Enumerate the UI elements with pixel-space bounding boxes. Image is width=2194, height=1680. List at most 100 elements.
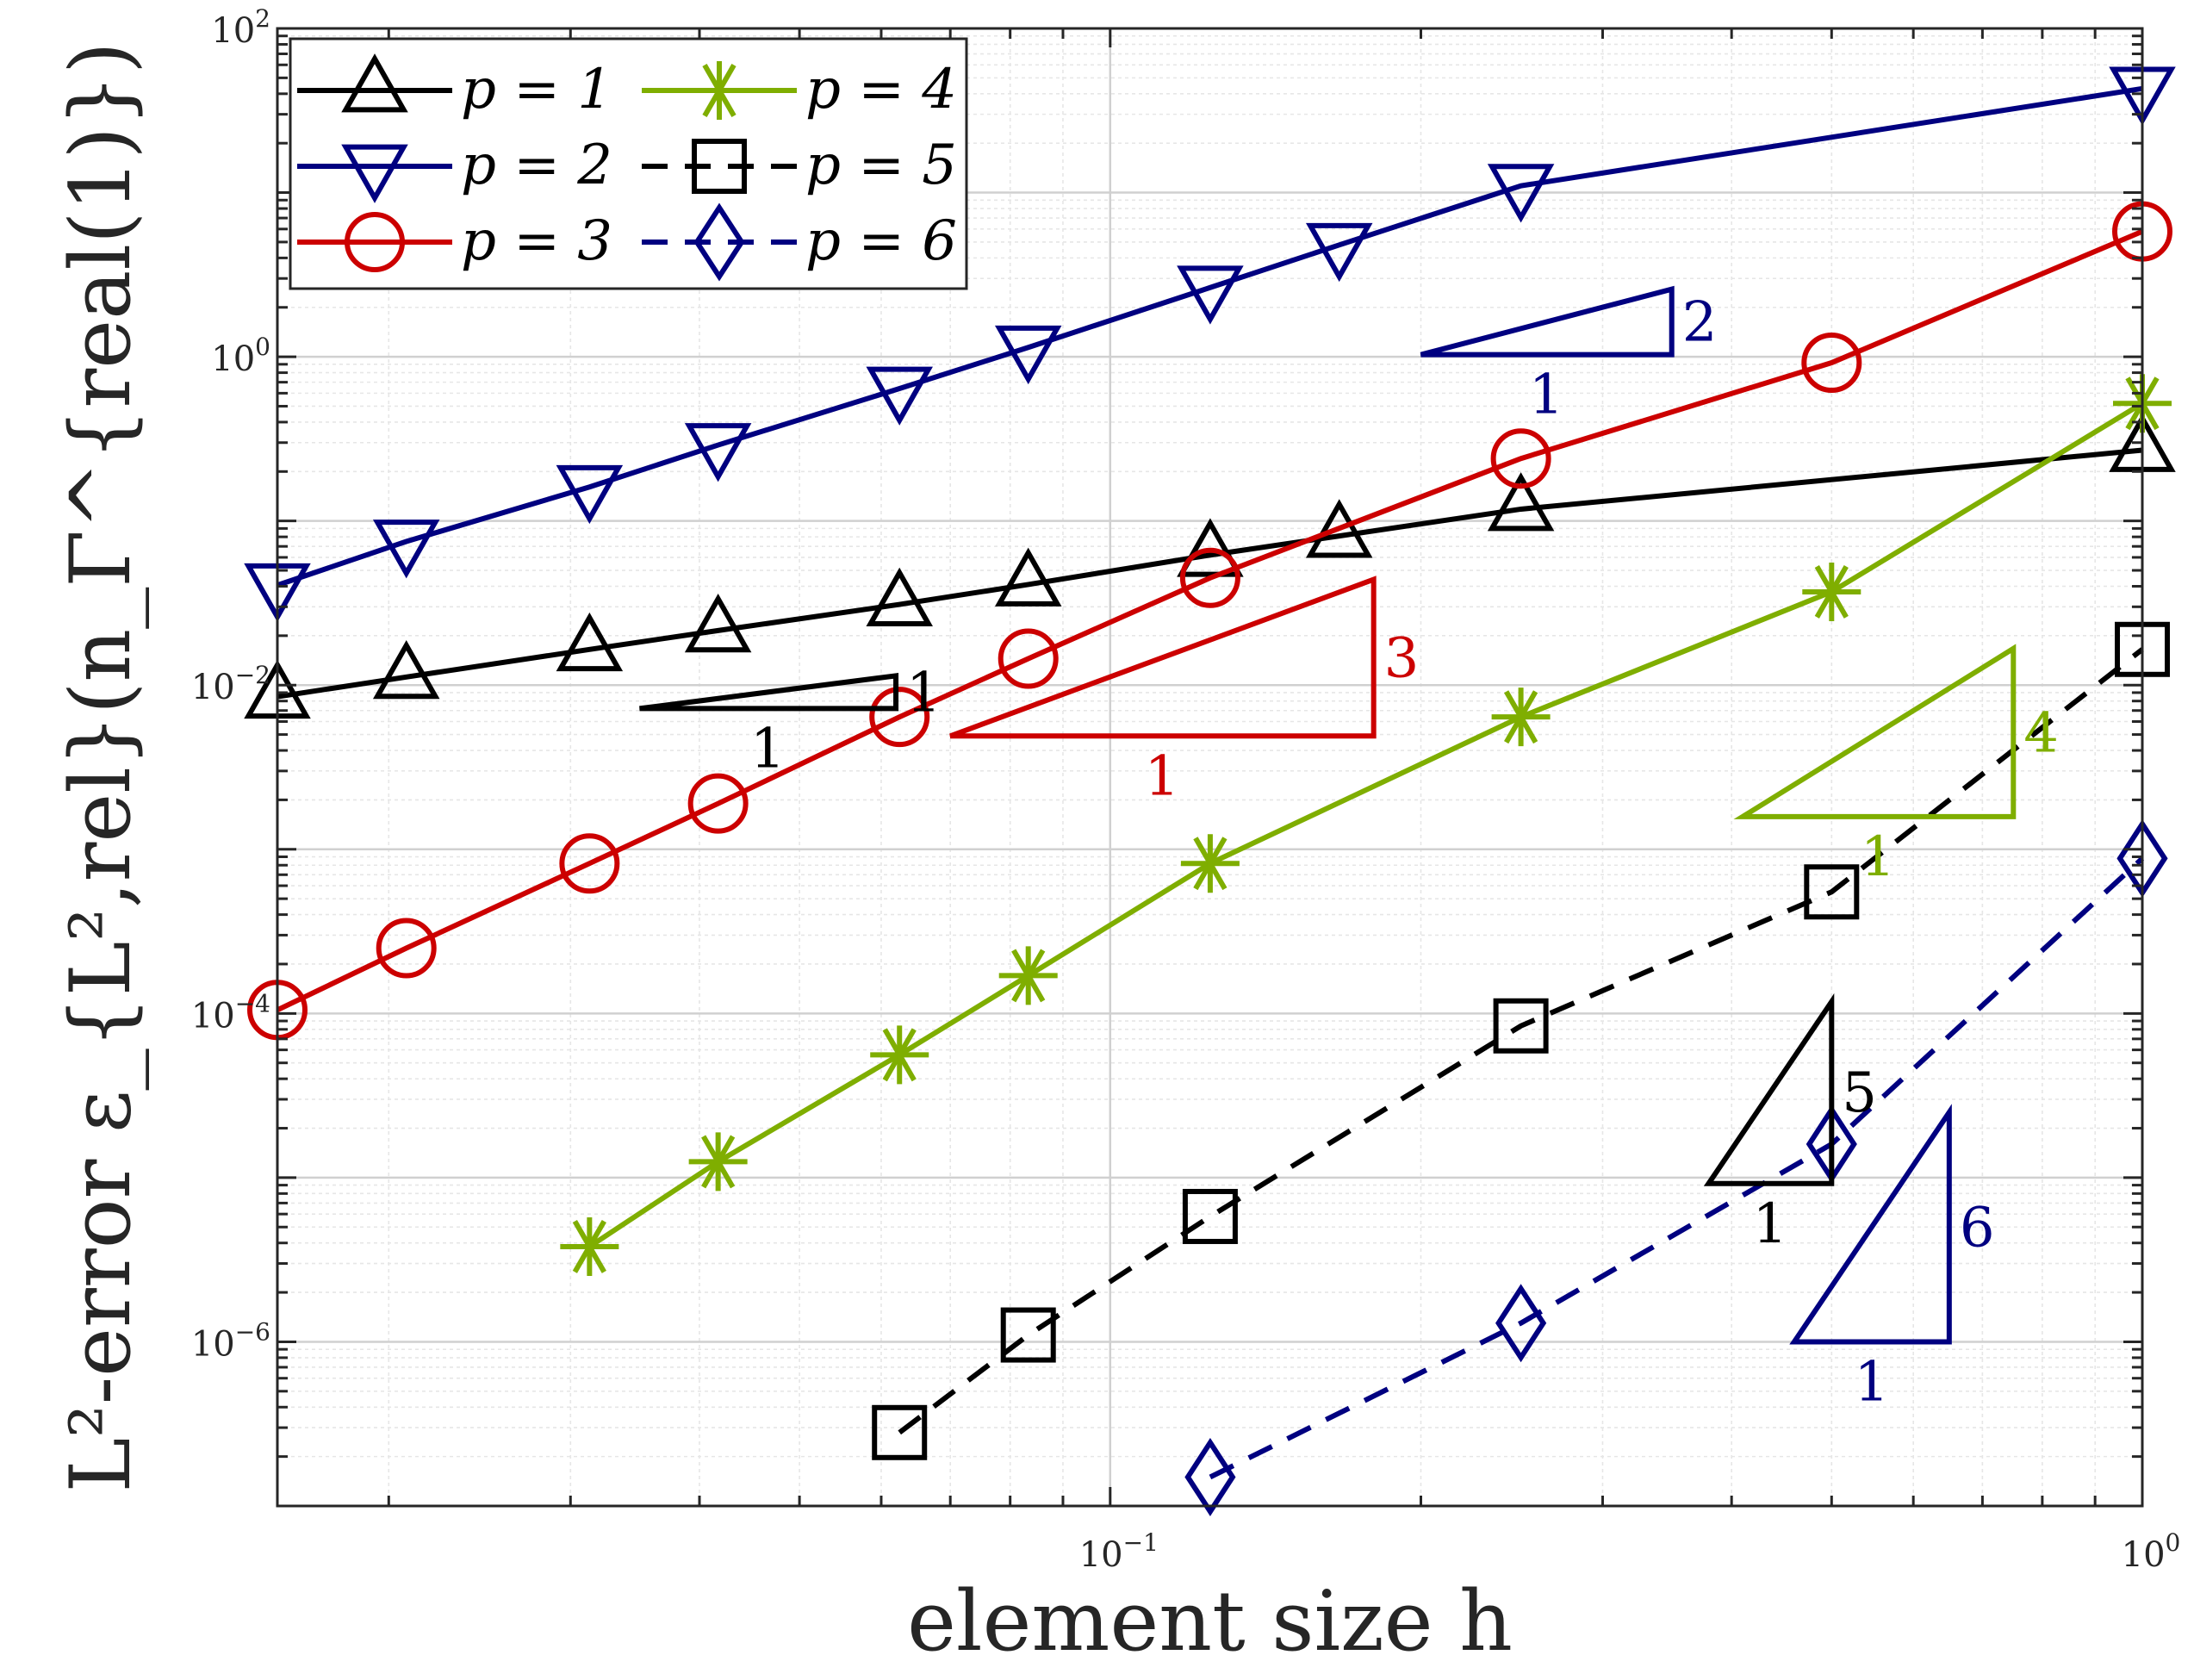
triangle-down-marker	[1487, 164, 1555, 223]
legend-label: p = 2	[461, 134, 612, 197]
legend-entry-4: p = 4	[642, 58, 957, 121]
series-1	[244, 413, 2176, 719]
slope-run-label: 1	[1753, 1192, 1788, 1256]
legend-entry-5: p = 5	[642, 134, 957, 197]
triangle-down-marker	[556, 464, 624, 525]
triangle-down-marker	[341, 144, 408, 203]
asterisk-marker	[560, 1216, 619, 1276]
legend-entry-2: p = 2	[297, 134, 612, 203]
triangle-up-marker	[1305, 499, 1373, 558]
slope-rise-label: 1	[906, 661, 942, 725]
y-tick-label: 100	[211, 333, 270, 379]
legend-entry-3: p = 3	[297, 209, 612, 273]
series-line	[1209, 856, 2145, 1480]
slope-triangle-3: 13	[949, 576, 1420, 808]
circle-marker	[998, 628, 1059, 689]
legend-label: p = 6	[805, 209, 957, 273]
series-3	[247, 201, 2172, 1041]
triangle-down-marker	[684, 423, 752, 482]
x-tick-label: 100	[2122, 1528, 2181, 1575]
asterisk-marker	[1180, 834, 1240, 893]
diamond-marker	[1495, 1284, 1547, 1363]
slope-rise-label: 2	[1682, 291, 1718, 355]
triangle-up-marker	[994, 547, 1062, 607]
legend-label: p = 4	[805, 58, 957, 121]
circle-marker	[1490, 428, 1551, 489]
circle-marker	[1179, 547, 1240, 608]
legend-label: p = 3	[461, 209, 612, 273]
slope-run-label: 1	[1855, 1350, 1890, 1414]
asterisk-marker	[688, 1132, 748, 1192]
legend-entry-6: p = 6	[642, 202, 957, 282]
triangle-up-marker	[556, 612, 624, 672]
legend-entry-1: p = 1	[297, 53, 612, 121]
triangle-up-marker	[1177, 518, 1244, 577]
slope-run-label: 1	[1145, 744, 1180, 808]
x-tick-label: 10−1	[1079, 1528, 1159, 1575]
circle-marker	[345, 212, 405, 272]
grid	[277, 27, 2144, 1508]
y-tick-label: 102	[211, 4, 270, 51]
diamond-marker	[693, 202, 745, 282]
slope-triangle-6: 16	[1789, 1104, 1995, 1414]
slope-rise-label: 5	[1842, 1061, 1877, 1125]
series-4	[560, 374, 2172, 1276]
asterisk-marker	[690, 61, 749, 120]
y-tick-label: 10−2	[191, 661, 270, 707]
square-marker	[692, 139, 747, 194]
series-2	[244, 66, 2176, 623]
slope-triangle-shape	[639, 672, 899, 712]
slope-triangle-shape	[1789, 1104, 1952, 1345]
square-marker	[1493, 998, 1549, 1054]
series-line	[276, 228, 2144, 1013]
y-tick-label: 10−4	[191, 989, 270, 1036]
legend: p = 1 p = 4 p = 2 p = 5 p = 3 p = 6	[289, 37, 968, 290]
square-marker	[1000, 1307, 1056, 1363]
y-axis-label: L²-error ε_{L²,rel}(n_Γ^{real(1)})	[53, 41, 149, 1492]
slope-rise-label: 4	[2023, 701, 2059, 765]
slope-triangle-4: 14	[1733, 644, 2059, 889]
series-line	[898, 647, 2144, 1435]
asterisk-marker	[870, 1025, 929, 1085]
circle-marker	[559, 833, 620, 894]
triangle-down-marker	[1305, 222, 1373, 283]
triangle-up-marker	[684, 593, 752, 653]
x-axis-label: element size h	[907, 1573, 1513, 1670]
slope-triangle-1: 11	[639, 661, 942, 781]
asterisk-marker	[1802, 562, 1861, 621]
triangle-down-marker	[866, 366, 933, 426]
slope-triangle-shape	[1420, 285, 1675, 358]
triangle-down-marker	[372, 520, 440, 579]
y-tick-label: 10−6	[191, 1317, 270, 1364]
square-marker	[1804, 864, 1860, 920]
triangle-up-marker	[341, 53, 408, 113]
slope-triangle-shape	[949, 576, 1377, 739]
circle-marker	[687, 773, 749, 834]
slope-rise-label: 6	[1960, 1196, 1995, 1260]
axis-ticks: 10−1 100 10−6 10−4 10−2 100 102	[191, 4, 2181, 1575]
series-line	[277, 85, 2143, 588]
plot-frame	[276, 27, 2144, 1508]
triangle-up-marker	[1487, 472, 1555, 532]
series-line	[587, 401, 2144, 1249]
circle-marker	[1801, 333, 1862, 394]
slope-triangle-shape	[1733, 644, 2017, 819]
slope-run-label: 1	[750, 717, 786, 781]
series-line	[277, 447, 2143, 700]
diamond-marker	[1184, 1437, 1236, 1516]
triangle-down-marker	[994, 325, 1062, 385]
asterisk-marker	[998, 946, 1058, 1005]
slope-rise-label: 3	[1384, 626, 1420, 690]
series-5	[872, 621, 2170, 1460]
legend-label: p = 1	[461, 58, 612, 121]
series-6	[1184, 818, 2168, 1516]
slope-run-label: 1	[1861, 825, 1896, 889]
square-marker	[872, 1404, 928, 1460]
slope-triangle-5: 15	[1703, 992, 1877, 1256]
square-marker	[1182, 1188, 1238, 1244]
triangle-up-marker	[372, 639, 440, 700]
legend-label: p = 5	[805, 134, 957, 197]
triangle-up-marker	[866, 567, 933, 626]
